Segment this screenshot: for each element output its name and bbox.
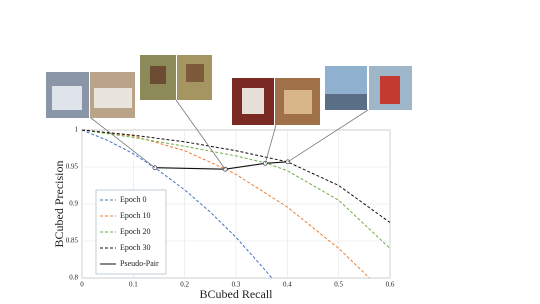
image-detail <box>325 94 367 110</box>
series-line <box>81 129 391 249</box>
x-tick-label: 0.6 <box>386 281 395 289</box>
x-tick-label: 0.5 <box>334 281 343 289</box>
legend-label: Epoch 30 <box>120 243 150 252</box>
image-detail <box>242 88 264 114</box>
image-detail <box>284 90 312 114</box>
connector <box>287 109 369 163</box>
y-tick-label: 1 <box>75 126 79 134</box>
x-tick-label: 0.1 <box>129 281 138 289</box>
image-pair <box>46 72 135 118</box>
x-tick-label: 0 <box>80 281 84 289</box>
image-pair <box>140 55 212 100</box>
connector <box>264 124 277 164</box>
connector <box>175 99 226 170</box>
image-pair <box>325 66 412 110</box>
y-tick-label: 0.95 <box>66 163 79 171</box>
thumbnails <box>46 55 412 125</box>
connector <box>90 117 156 169</box>
legend-label: Pseudo-Pair <box>120 259 159 268</box>
image-detail <box>186 64 204 82</box>
image-detail <box>94 88 132 108</box>
y-tick-label: 0.9 <box>69 200 78 208</box>
x-tick-label: 0.4 <box>283 281 292 289</box>
x-tick-label: 0.3 <box>232 281 241 289</box>
image-detail <box>380 76 400 104</box>
series-line <box>81 129 370 279</box>
x-axis-label: BCubed Recall <box>200 287 274 301</box>
y-tick-label: 0.8 <box>69 274 78 282</box>
series-line <box>81 129 391 223</box>
legend-label: Epoch 0 <box>120 195 146 204</box>
y-axis-label: BCubed Precision <box>52 161 66 248</box>
y-tick-label: 0.85 <box>66 237 79 245</box>
series-line <box>81 129 273 279</box>
series-line <box>154 161 288 170</box>
image-detail <box>150 66 166 84</box>
image-detail <box>52 86 82 110</box>
legend-label: Epoch 10 <box>120 211 150 220</box>
image-pair <box>232 78 320 125</box>
x-tick-label: 0.2 <box>180 281 189 289</box>
legend-label: Epoch 20 <box>120 227 150 236</box>
